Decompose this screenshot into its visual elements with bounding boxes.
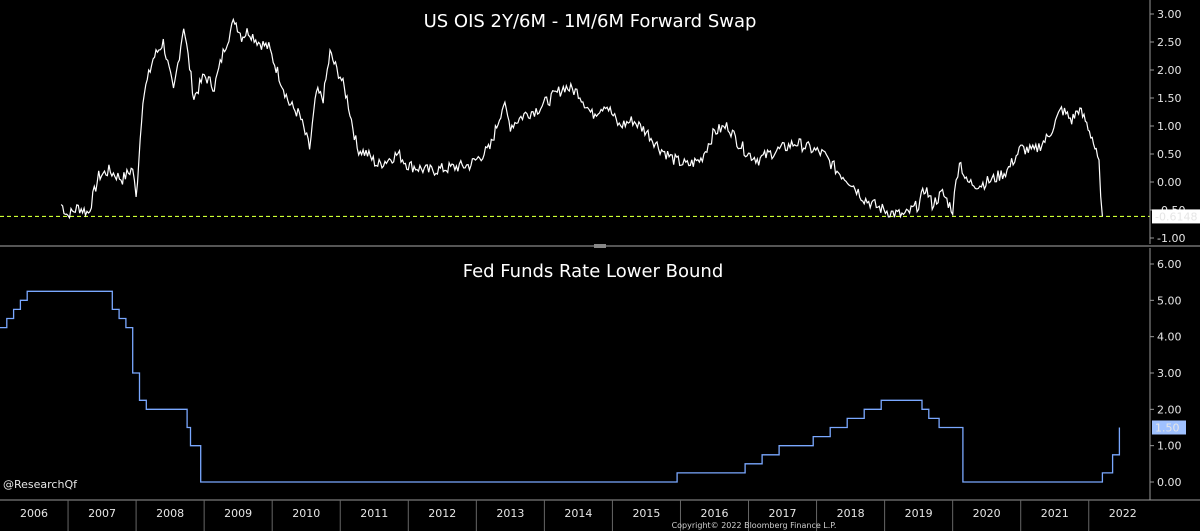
last-value-text: 1.50 xyxy=(1155,422,1180,435)
y-tick-label: 2.50 xyxy=(1157,36,1182,49)
panel-divider-handle[interactable] xyxy=(594,244,606,248)
y-tick-label: 6.00 xyxy=(1157,258,1182,271)
swap-series-line xyxy=(60,17,1103,220)
x-tick-label: 2019 xyxy=(905,507,933,520)
bottom-panel: Fed Funds Rate Lower Bound 6.00 5.00 4.00 3… xyxy=(0,248,1186,500)
x-tick-label: 2012 xyxy=(428,507,456,520)
bottom-last-value-label: 1.50 xyxy=(1152,420,1186,435)
bottom-chart-title: Fed Funds Rate Lower Bound xyxy=(463,261,724,282)
watermark: @ResearchQf xyxy=(3,478,78,491)
top-panel: US OIS 2Y/6M - 1M/6M Forward Swap 3.00 2.… xyxy=(0,0,1200,245)
y-tick-label: 1.00 xyxy=(1157,120,1182,133)
x-tick-label: 2021 xyxy=(1041,507,1069,520)
y-tick-label: 2.00 xyxy=(1157,403,1182,416)
x-tick-label: 2022 xyxy=(1109,507,1137,520)
y-tick-label: 3.00 xyxy=(1157,8,1182,21)
x-tick-label: 2016 xyxy=(700,507,728,520)
x-tick-label: 2013 xyxy=(496,507,524,520)
y-tick-label: 4.00 xyxy=(1157,331,1182,344)
bottom-y-axis: 6.00 5.00 4.00 3.00 2.00 1.00 0.00 xyxy=(1150,258,1182,489)
y-tick-label: 0.00 xyxy=(1157,176,1182,189)
top-chart-title: US OIS 2Y/6M - 1M/6M Forward Swap xyxy=(424,11,757,32)
x-tick-label: 2017 xyxy=(769,507,797,520)
last-value-text: -0.6148 xyxy=(1155,210,1197,223)
x-tick-label: 2006 xyxy=(20,507,48,520)
x-tick-label: 2007 xyxy=(88,507,116,520)
y-tick-label: 3.00 xyxy=(1157,367,1182,380)
y-tick-label: 5.00 xyxy=(1157,294,1182,307)
top-last-value-label: -0.6148 xyxy=(1152,209,1200,224)
ffr-series-line xyxy=(0,290,1121,483)
last-value-badge xyxy=(1152,209,1200,224)
x-tick-label: 2015 xyxy=(632,507,660,520)
x-tick-label: 2010 xyxy=(292,507,320,520)
y-tick-label: 1.00 xyxy=(1157,440,1182,453)
y-tick-label: 1.50 xyxy=(1157,92,1182,105)
x-axis: 2006 2007 2008 2009 2010 2011 2012 2013 2014 2015… xyxy=(0,499,1200,531)
x-tick-label: 2009 xyxy=(224,507,252,520)
y-tick-label: 0.00 xyxy=(1157,476,1182,489)
x-tick-label: 2020 xyxy=(973,507,1001,520)
y-tick-label: 2.00 xyxy=(1157,64,1182,77)
y-tick-label: 0.50 xyxy=(1157,148,1182,161)
last-value-badge xyxy=(1152,420,1186,435)
x-tick-label: 2011 xyxy=(360,507,388,520)
copyright-text: Copyright© 2022 Bloomberg Finance L.P. xyxy=(672,521,837,530)
x-tick-label: 2008 xyxy=(156,507,184,520)
y-tick-label: -1.00 xyxy=(1157,232,1185,245)
x-tick-label: 2014 xyxy=(564,507,592,520)
x-tick-label: 2018 xyxy=(837,507,865,520)
